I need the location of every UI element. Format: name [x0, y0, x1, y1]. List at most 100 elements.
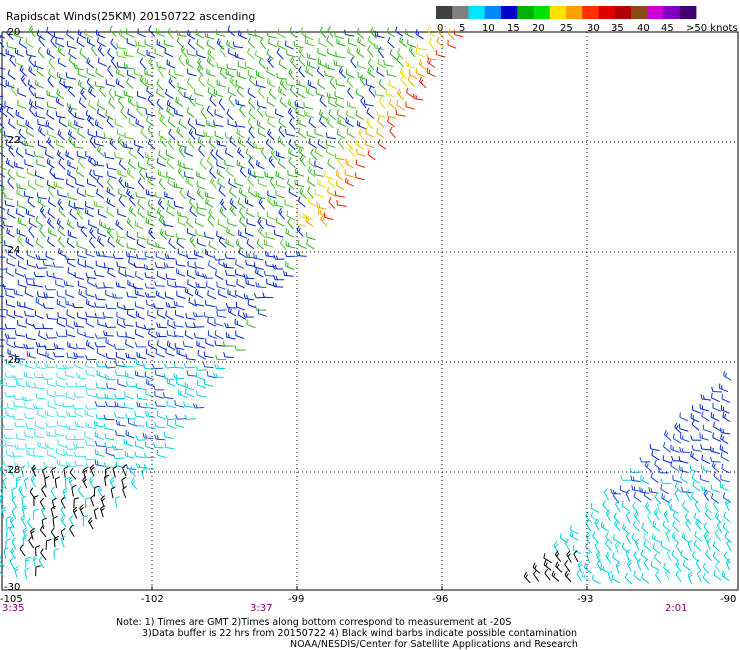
- wind-barb: [720, 433, 729, 445]
- wind-barb: [672, 433, 682, 444]
- wind-barb: [5, 358, 15, 368]
- wind-barb: [366, 118, 374, 130]
- wind-barb: [186, 227, 196, 237]
- wind-barb: [234, 345, 246, 351]
- wind-barb: [32, 323, 45, 330]
- wind-barb: [25, 333, 36, 341]
- wind-barb: [296, 218, 306, 227]
- wind-barb: [595, 551, 602, 564]
- wind-barb: [105, 401, 116, 408]
- wind-barb: [285, 261, 295, 270]
- wind-barb: [0, 256, 6, 258]
- wind-barb: [85, 311, 96, 319]
- wind-barb: [719, 427, 731, 435]
- wind-barb: [137, 28, 147, 38]
- wind-barb: [196, 38, 205, 50]
- wind-barb: [356, 148, 366, 157]
- wind-barb: [253, 293, 266, 299]
- wind-barb: [78, 97, 87, 109]
- wind-barb: [47, 217, 55, 229]
- wind-barb: [136, 231, 147, 241]
- wind-barb: [611, 573, 621, 584]
- wind-barb: [275, 180, 286, 189]
- wind-barb: [625, 489, 631, 502]
- wind-barb: [303, 101, 314, 110]
- wind-barb: [316, 202, 327, 210]
- wind-barb: [703, 489, 710, 502]
- wind-barb: [188, 197, 196, 209]
- wind-barb: [57, 45, 66, 57]
- wind-barb: [68, 48, 77, 60]
- legend-swatch: [598, 6, 616, 19]
- wind-barb: [195, 365, 207, 371]
- wind-barb: [365, 79, 375, 89]
- wind-barb: [125, 463, 137, 470]
- wind-barb: [189, 206, 198, 218]
- wind-barb: [147, 125, 154, 137]
- wind-barb: [329, 77, 337, 90]
- wind-barb: [564, 570, 572, 583]
- wind-barb: [24, 140, 35, 148]
- wind-barb: [107, 236, 116, 248]
- wind-barb: [605, 532, 613, 544]
- wind-barb: [126, 309, 136, 319]
- wind-barb: [298, 54, 306, 67]
- wind-barb: [202, 273, 214, 279]
- wind-barb: [257, 211, 267, 221]
- wind-barb: [703, 531, 710, 544]
- wind-barb: [53, 173, 64, 181]
- wind-barb: [327, 187, 337, 197]
- wind-barb: [85, 109, 95, 120]
- wind-barb: [0, 367, 5, 369]
- wind-barb: [56, 290, 67, 299]
- wind-barb: [73, 141, 84, 149]
- wind-barb: [185, 313, 196, 320]
- wind-barb: [158, 149, 167, 161]
- wind-barb: [176, 36, 184, 49]
- wind-barb: [66, 257, 76, 268]
- wind-barb: [365, 128, 375, 138]
- wind-barb: [112, 465, 118, 478]
- wind-barb: [17, 235, 24, 247]
- wind-barb: [377, 46, 385, 59]
- wind-barb: [257, 100, 267, 109]
- wind-barb: [166, 420, 177, 429]
- wind-barb: [267, 195, 275, 207]
- wind-barb: [205, 281, 215, 291]
- lat-lon-grid: [2, 32, 738, 590]
- wind-barb: [5, 299, 16, 308]
- wind-barb: [35, 393, 46, 400]
- wind-barb: [84, 29, 94, 39]
- wind-barb: [102, 251, 114, 258]
- wind-barb: [94, 270, 105, 278]
- wind-barb: [136, 401, 147, 409]
- wind-barb: [334, 190, 345, 198]
- wind-barb: [45, 333, 57, 339]
- wind-barb: [95, 362, 107, 368]
- wind-barb: [35, 545, 41, 557]
- wind-barb: [223, 262, 234, 269]
- wind-barb: [156, 322, 167, 329]
- wind-barb: [189, 236, 196, 248]
- wind-barb: [310, 148, 318, 161]
- wind-barb: [207, 48, 215, 60]
- wind-barb: [308, 117, 317, 129]
- wind-barb: [323, 212, 334, 221]
- wind-barb: [235, 330, 245, 340]
- wind-barb: [37, 46, 45, 59]
- wind-barb: [105, 337, 115, 348]
- wind-barb: [655, 570, 661, 583]
- wind-barb: [227, 306, 237, 317]
- wind-barb: [41, 374, 54, 380]
- wind-barb: [387, 37, 395, 49]
- wind-barb: [325, 132, 337, 140]
- wind-barb: [155, 241, 166, 250]
- wind-barb: [3, 547, 9, 559]
- wind-barb: [144, 152, 155, 160]
- wind-barb: [112, 453, 125, 460]
- wind-barb: [93, 200, 104, 208]
- wind-barb: [75, 343, 87, 350]
- wind-barb: [165, 414, 177, 421]
- wind-barb: [178, 389, 188, 398]
- wind-barb: [3, 460, 15, 467]
